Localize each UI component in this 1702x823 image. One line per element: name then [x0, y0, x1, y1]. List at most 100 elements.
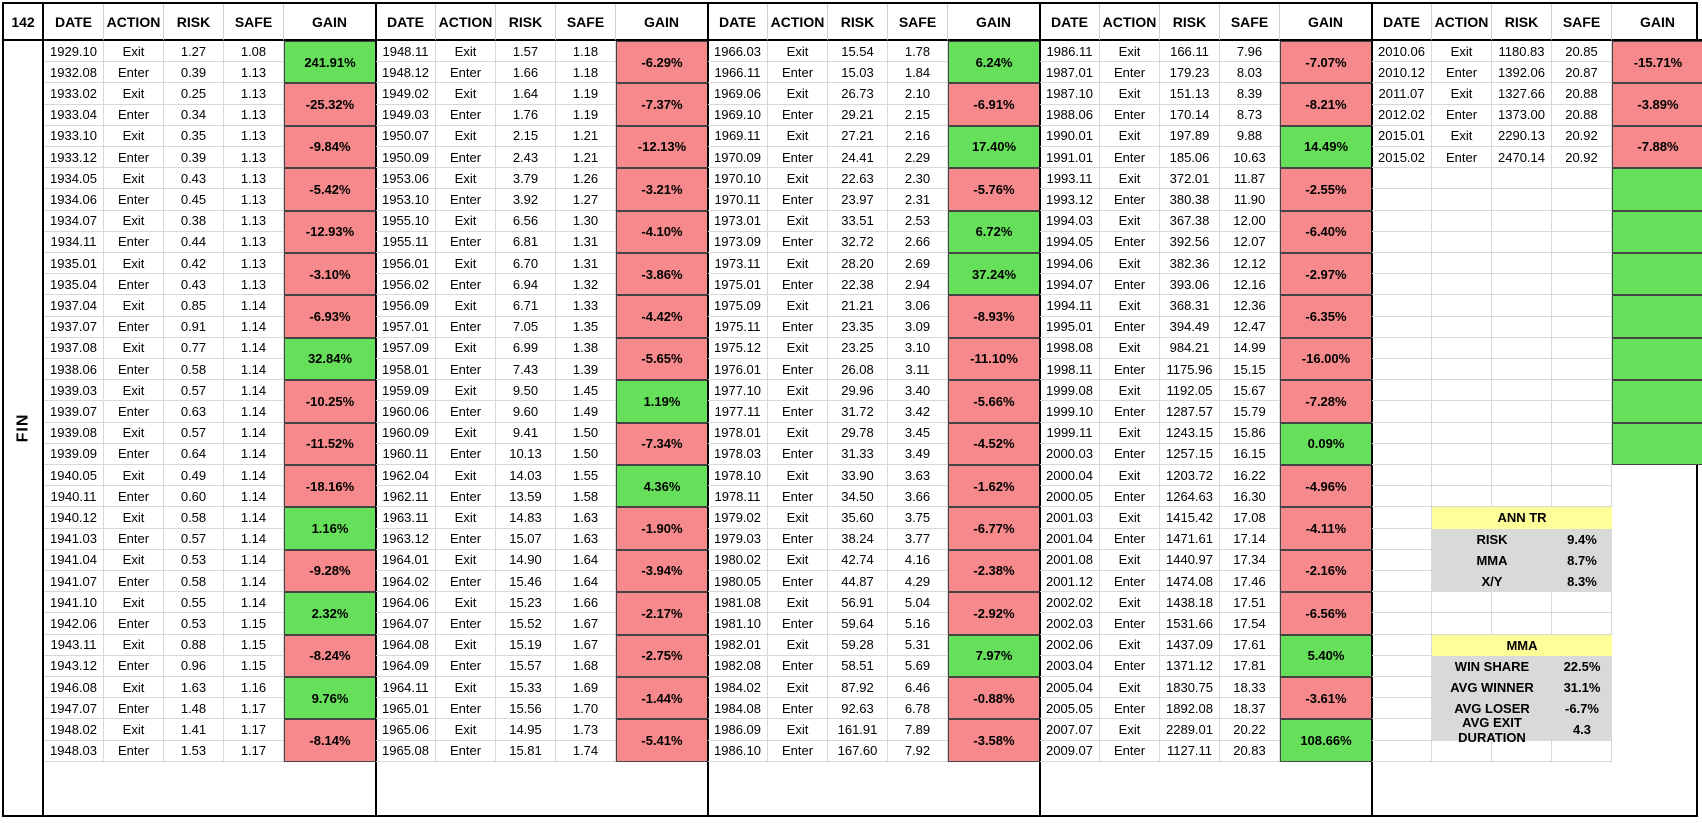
gain-cell[interactable]: -6.40% [1280, 210, 1372, 253]
date-cell[interactable]: 1960.11 [376, 443, 436, 465]
date-cell[interactable]: 1975.01 [708, 274, 768, 296]
action-cell[interactable]: Exit [768, 168, 828, 190]
safe-cell[interactable]: 20.92 [1552, 125, 1612, 147]
risk-cell[interactable]: 0.64 [164, 443, 224, 465]
risk-cell[interactable]: 1531.66 [1160, 613, 1220, 635]
risk-cell[interactable]: 0.60 [164, 486, 224, 508]
risk-cell[interactable]: 1471.61 [1160, 528, 1220, 550]
date-cell[interactable]: 2001.04 [1040, 528, 1100, 550]
date-cell[interactable]: 1973.01 [708, 210, 768, 232]
safe-cell[interactable]: 1.66 [556, 592, 616, 614]
gain-cell[interactable]: -5.42% [284, 168, 376, 211]
risk-cell[interactable]: 9.41 [496, 422, 556, 444]
safe-cell[interactable]: 1.49 [556, 401, 616, 423]
date-cell[interactable]: 1984.02 [708, 677, 768, 699]
date-cell[interactable] [1372, 189, 1432, 211]
risk-cell[interactable]: 1371.12 [1160, 655, 1220, 677]
action-cell[interactable]: Exit [768, 549, 828, 571]
risk-cell[interactable]: 1203.72 [1160, 465, 1220, 487]
safe-cell[interactable]: 2.30 [888, 168, 948, 190]
column-header-action[interactable]: ACTION [104, 4, 164, 41]
gain-cell[interactable]: -4.11% [1280, 507, 1372, 550]
risk-cell[interactable] [1492, 422, 1552, 444]
column-header-safe[interactable]: SAFE [224, 4, 284, 41]
date-cell[interactable]: 1933.12 [44, 147, 104, 169]
gain-cell[interactable]: -12.13% [616, 125, 708, 169]
column-header-gain[interactable]: GAIN [616, 4, 708, 41]
date-cell[interactable]: 1950.07 [376, 125, 436, 147]
safe-cell[interactable] [1552, 168, 1612, 190]
gain-cell[interactable]: -16.00% [1280, 337, 1372, 381]
date-cell[interactable]: 2012.02 [1372, 104, 1432, 126]
safe-cell[interactable]: 1.78 [888, 41, 948, 63]
date-cell[interactable] [1372, 422, 1432, 444]
safe-cell[interactable]: 1.13 [224, 168, 284, 190]
safe-cell[interactable]: 1.15 [224, 655, 284, 677]
gain-cell[interactable]: -6.35% [1280, 295, 1372, 338]
action-cell[interactable]: Exit [768, 380, 828, 402]
gain-cell[interactable]: -3.10% [284, 253, 376, 296]
risk-cell[interactable]: 15.33 [496, 677, 556, 699]
safe-cell[interactable]: 1.14 [224, 401, 284, 423]
date-cell[interactable]: 1964.02 [376, 571, 436, 593]
action-cell[interactable]: Exit [104, 295, 164, 317]
risk-cell[interactable]: 15.03 [828, 62, 888, 84]
action-cell[interactable]: Exit [768, 337, 828, 359]
action-cell[interactable]: Enter [768, 571, 828, 593]
action-cell[interactable]: Exit [104, 83, 164, 105]
date-cell[interactable] [1372, 210, 1432, 232]
action-cell[interactable]: Enter [104, 655, 164, 677]
action-cell[interactable]: Exit [768, 592, 828, 614]
safe-cell[interactable] [1552, 443, 1612, 465]
date-cell[interactable]: 1965.08 [376, 740, 436, 762]
date-cell[interactable]: 1987.01 [1040, 62, 1100, 84]
date-cell[interactable]: 1979.03 [708, 528, 768, 550]
action-cell[interactable] [1432, 422, 1492, 444]
risk-cell[interactable]: 27.21 [828, 125, 888, 147]
date-cell[interactable]: 1929.10 [44, 41, 104, 63]
action-cell[interactable]: Enter [768, 189, 828, 211]
column-header-date[interactable]: DATE [1372, 4, 1432, 41]
action-cell[interactable]: Enter [104, 443, 164, 465]
date-cell[interactable]: 1956.02 [376, 274, 436, 296]
date-cell[interactable]: 2000.05 [1040, 486, 1100, 508]
risk-cell[interactable]: 0.43 [164, 168, 224, 190]
risk-cell[interactable]: 6.70 [496, 253, 556, 275]
action-cell[interactable]: Exit [768, 83, 828, 105]
risk-cell[interactable]: 0.42 [164, 253, 224, 275]
date-cell[interactable]: 2002.06 [1040, 634, 1100, 656]
risk-cell[interactable]: 161.91 [828, 719, 888, 741]
safe-cell[interactable] [1552, 380, 1612, 402]
risk-cell[interactable]: 179.23 [1160, 62, 1220, 84]
action-cell[interactable]: Enter [1100, 486, 1160, 508]
action-cell[interactable]: Enter [768, 316, 828, 338]
risk-cell[interactable]: 6.81 [496, 231, 556, 253]
action-cell[interactable]: Exit [104, 465, 164, 487]
safe-cell[interactable]: 1.13 [224, 125, 284, 147]
safe-cell[interactable]: 11.90 [1220, 189, 1280, 211]
gain-cell[interactable]: -8.24% [284, 634, 376, 677]
action-cell[interactable]: Exit [768, 295, 828, 317]
action-cell[interactable]: Enter [104, 571, 164, 593]
date-cell[interactable]: 1965.01 [376, 698, 436, 720]
date-cell[interactable]: 1964.01 [376, 549, 436, 571]
gain-cell[interactable]: -2.16% [1280, 549, 1372, 593]
date-cell[interactable]: 1935.01 [44, 253, 104, 275]
date-cell[interactable]: 1987.10 [1040, 83, 1100, 105]
risk-cell[interactable]: 26.08 [828, 359, 888, 381]
column-header-gain[interactable]: GAIN [284, 4, 376, 41]
date-cell[interactable]: 1978.10 [708, 465, 768, 487]
action-cell[interactable]: Exit [104, 210, 164, 232]
date-cell[interactable]: 1977.10 [708, 380, 768, 402]
risk-cell[interactable]: 33.90 [828, 465, 888, 487]
action-cell[interactable]: Exit [1100, 125, 1160, 147]
date-cell[interactable]: 1980.02 [708, 549, 768, 571]
risk-cell[interactable]: 1.53 [164, 740, 224, 762]
date-cell[interactable]: 1959.09 [376, 380, 436, 402]
action-cell[interactable]: Enter [436, 104, 496, 126]
date-cell[interactable]: 1938.06 [44, 359, 104, 381]
action-cell[interactable]: Exit [436, 634, 496, 656]
safe-cell[interactable] [1552, 189, 1612, 211]
date-cell[interactable]: 1937.07 [44, 316, 104, 338]
gain-cell[interactable]: -8.93% [948, 295, 1040, 338]
